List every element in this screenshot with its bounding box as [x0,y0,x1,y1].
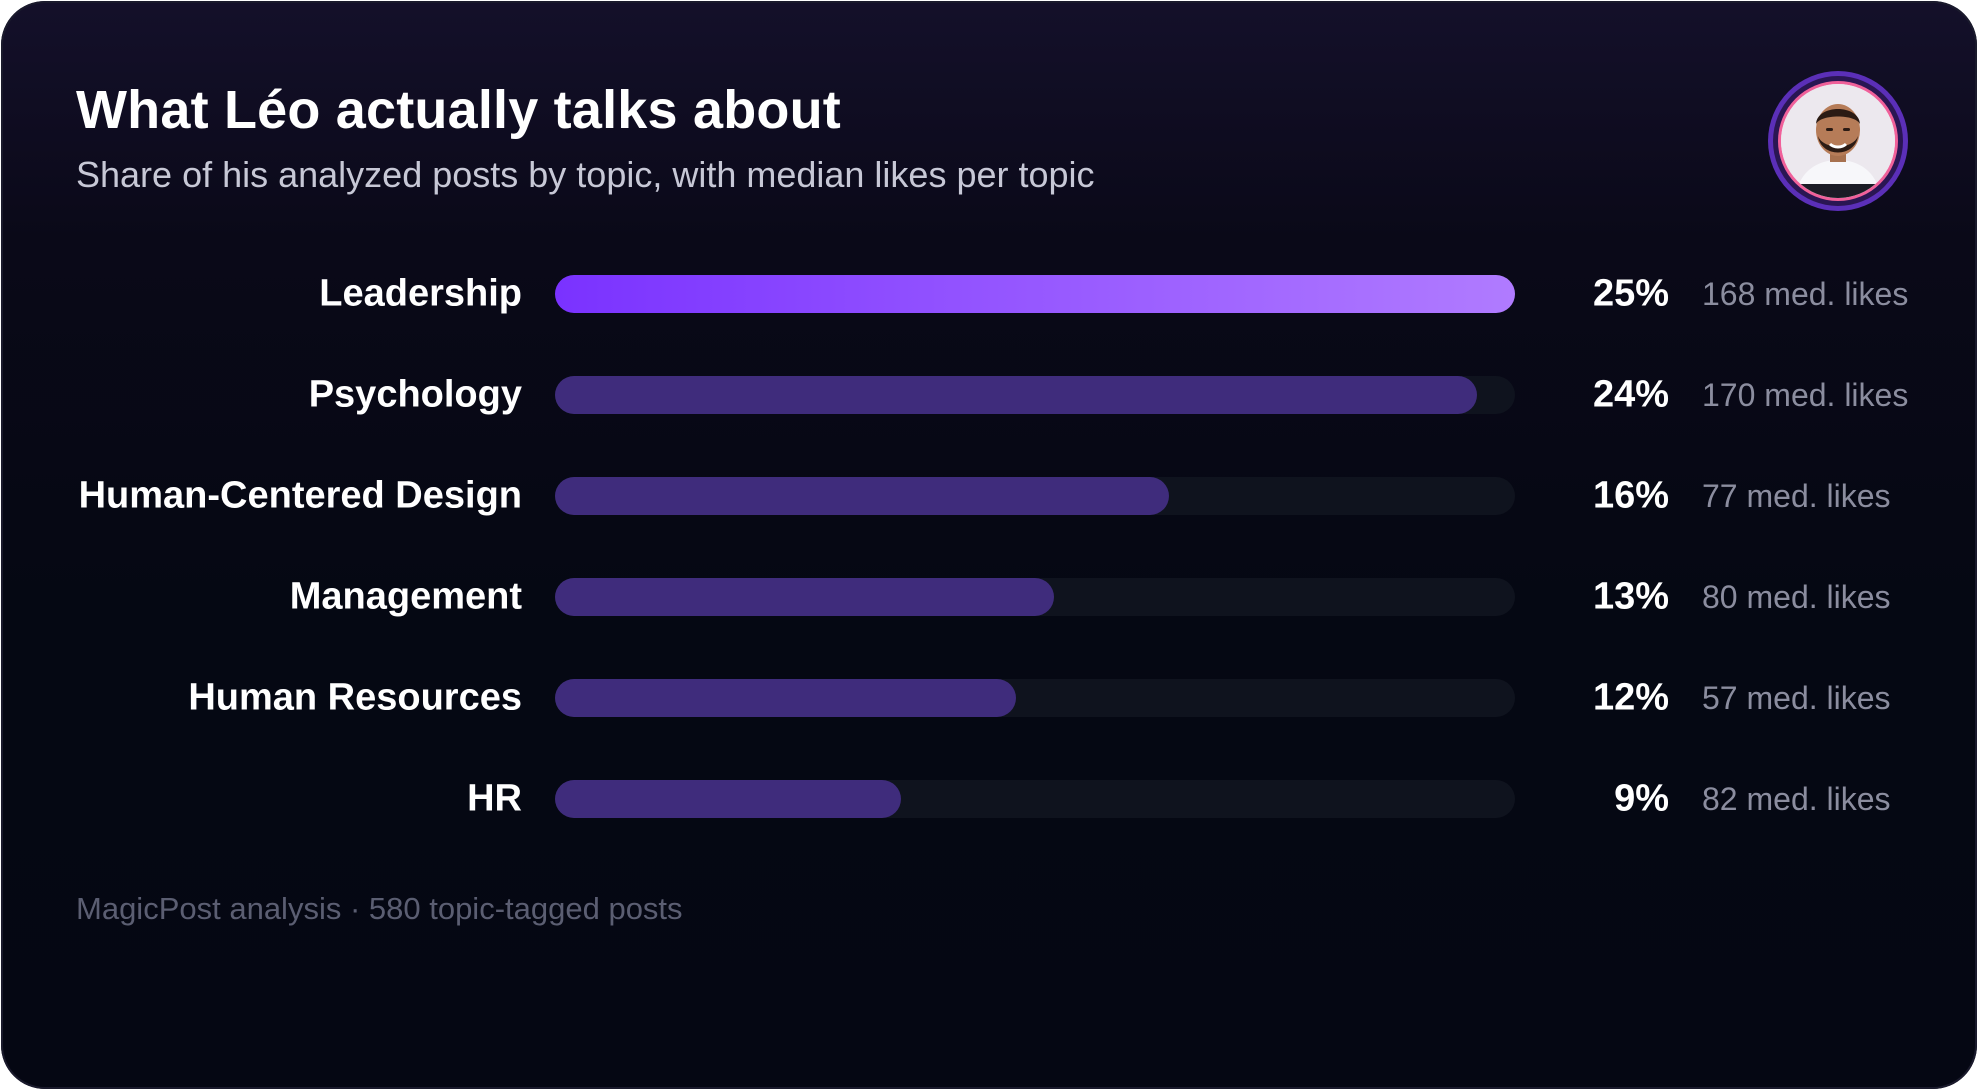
avatar [1773,76,1903,206]
bar-track [555,275,1515,313]
category-label: HR [467,777,522,820]
bar-row: Management 13% 80 med. likes [1,546,1977,648]
bar-row: Leadership 25% 168 med. likes [1,243,1977,345]
profile-photo-icon [1781,84,1895,198]
bar [555,477,1169,515]
value-label: 24% [1592,373,1669,416]
bar [555,780,901,818]
bar-row: Human-Centered Design 16% 77 med. likes [1,445,1977,547]
value-label: 25% [1592,272,1669,315]
category-label: Psychology [308,373,522,416]
bar [555,275,1515,313]
chart-footer: MagicPost analysis · 580 topic-tagged po… [76,891,683,926]
median-likes-label: 170 med. likes [1702,377,1909,413]
bar [555,376,1477,414]
category-label: Human Resources [188,676,522,719]
median-likes-label: 77 med. likes [1702,478,1891,514]
bar-row: Psychology 24% 170 med. likes [1,344,1977,446]
bar-row: Human Resources 12% 57 med. likes [1,647,1977,749]
bar-track [555,780,1515,818]
value-label: 9% [1614,777,1669,820]
bar-track [555,477,1515,515]
bar-track [555,578,1515,616]
category-label: Leadership [319,272,522,315]
median-likes-label: 168 med. likes [1702,276,1909,312]
median-likes-label: 82 med. likes [1702,781,1891,817]
value-label: 16% [1592,474,1669,517]
bar-track [555,376,1515,414]
bar [555,679,1016,717]
median-likes-label: 80 med. likes [1702,579,1891,615]
bar-row: HR 9% 82 med. likes [1,748,1977,850]
value-label: 12% [1592,676,1669,719]
median-likes-label: 57 med. likes [1702,680,1891,716]
bar-track [555,679,1515,717]
chart-title: What Léo actually talks about [76,80,841,140]
bar [555,578,1054,616]
category-label: Management [289,575,522,618]
category-label: Human-Centered Design [78,474,522,517]
chart-subtitle: Share of his analyzed posts by topic, wi… [76,154,1095,195]
value-label: 13% [1592,575,1669,618]
